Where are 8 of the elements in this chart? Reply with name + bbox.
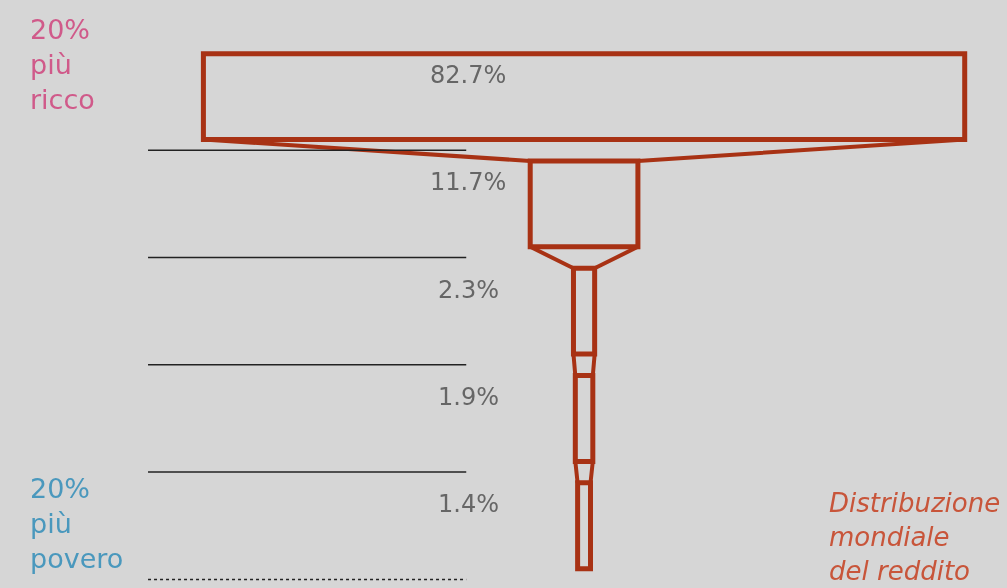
text: 20% più povero bbox=[30, 473, 124, 575]
text: 20% più ricco bbox=[30, 14, 95, 116]
data-label: 82.7% bbox=[430, 61, 507, 89]
text: Distribuzione mondiale del reddito bbox=[829, 488, 1001, 586]
data-label: 1.9% bbox=[438, 383, 499, 411]
data-label: 2.3% bbox=[438, 276, 499, 304]
data-label: 11.7% bbox=[430, 168, 507, 196]
data-label: 1.4% bbox=[438, 490, 499, 518]
